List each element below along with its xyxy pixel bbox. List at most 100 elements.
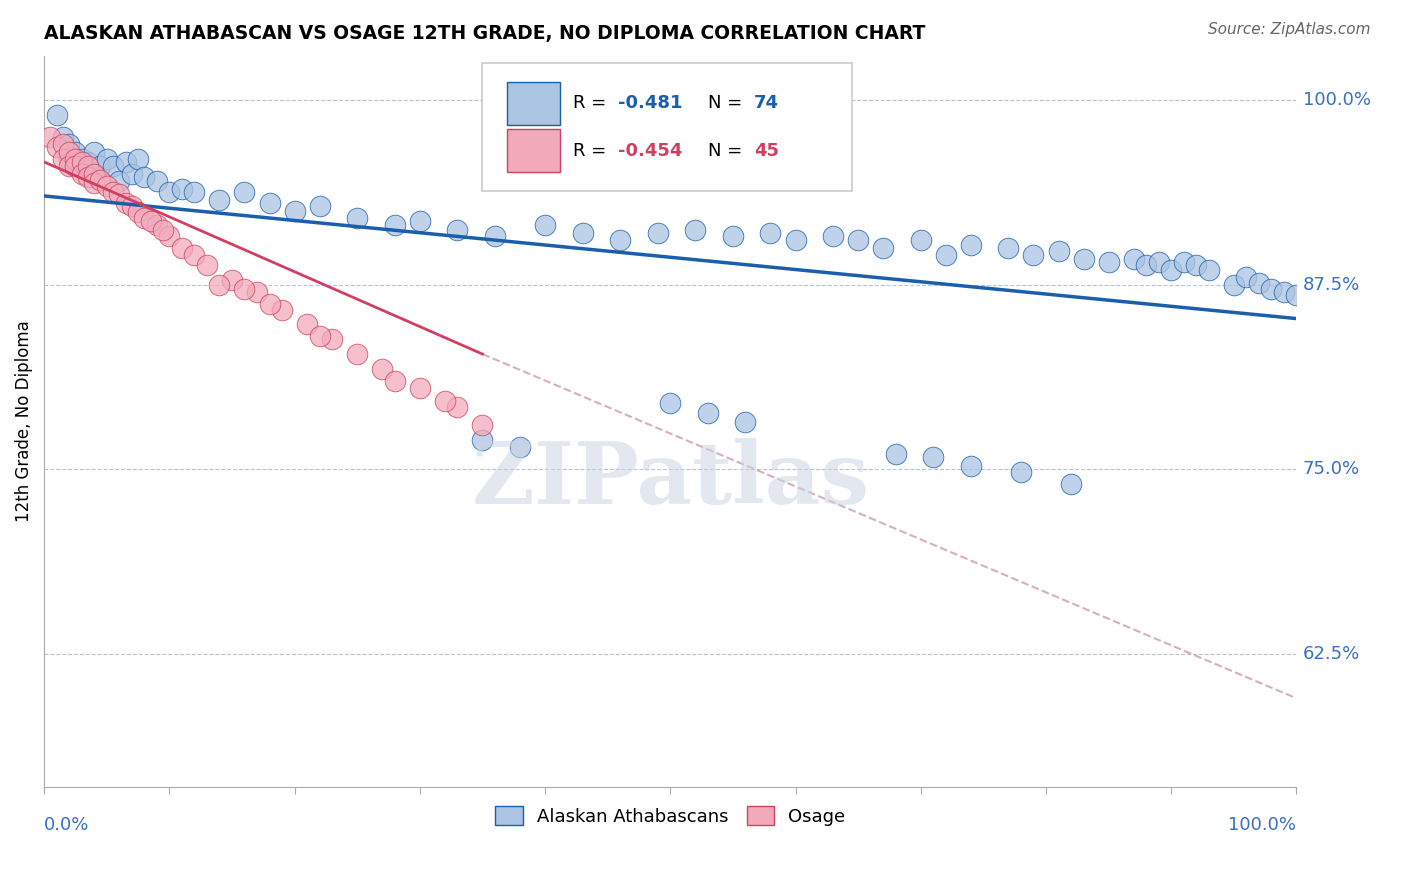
Text: -0.454: -0.454	[617, 142, 682, 160]
Point	[108, 174, 131, 188]
Point	[910, 233, 932, 247]
Point	[77, 155, 100, 169]
Point	[127, 152, 149, 166]
Point	[246, 285, 269, 299]
Point	[146, 219, 169, 233]
Point	[346, 347, 368, 361]
Point	[121, 199, 143, 213]
Point	[321, 332, 343, 346]
Point	[571, 226, 593, 240]
Point	[70, 167, 93, 181]
Point	[114, 196, 136, 211]
Point	[127, 205, 149, 219]
Text: 100.0%: 100.0%	[1303, 91, 1371, 109]
Point	[960, 237, 983, 252]
Text: R =: R =	[572, 142, 612, 160]
Point	[471, 417, 494, 432]
Point	[83, 167, 105, 181]
Point	[384, 219, 406, 233]
Point	[308, 329, 330, 343]
Point	[1147, 255, 1170, 269]
Point	[1010, 465, 1032, 479]
Point	[446, 223, 468, 237]
Point	[509, 440, 531, 454]
Point	[647, 226, 669, 240]
Point	[271, 302, 294, 317]
Point	[659, 396, 682, 410]
Point	[170, 241, 193, 255]
Point	[101, 185, 124, 199]
Point	[96, 152, 118, 166]
Point	[785, 233, 807, 247]
Point	[208, 194, 231, 208]
Text: Source: ZipAtlas.com: Source: ZipAtlas.com	[1208, 22, 1371, 37]
Point	[884, 448, 907, 462]
Point	[1122, 252, 1144, 267]
Point	[935, 248, 957, 262]
Point	[1198, 262, 1220, 277]
Point	[96, 178, 118, 193]
Point	[83, 176, 105, 190]
FancyBboxPatch shape	[482, 63, 852, 191]
Text: N =: N =	[707, 142, 748, 160]
Point	[1234, 270, 1257, 285]
Point	[52, 152, 75, 166]
Point	[823, 228, 845, 243]
Point	[1223, 277, 1246, 292]
Point	[58, 145, 80, 159]
Point	[114, 155, 136, 169]
Point	[1135, 259, 1157, 273]
Point	[1247, 276, 1270, 290]
Point	[846, 233, 869, 247]
Point	[433, 394, 456, 409]
Point	[45, 140, 67, 154]
Point	[534, 219, 557, 233]
Point	[39, 129, 62, 144]
Point	[221, 273, 243, 287]
Point	[259, 196, 281, 211]
Point	[70, 160, 93, 174]
Text: -0.481: -0.481	[617, 95, 682, 112]
Point	[1060, 477, 1083, 491]
Point	[1073, 252, 1095, 267]
Point	[157, 228, 180, 243]
Point	[121, 167, 143, 181]
Point	[83, 145, 105, 159]
Point	[108, 187, 131, 202]
Text: 74: 74	[754, 95, 779, 112]
Point	[101, 160, 124, 174]
Point	[721, 228, 744, 243]
Point	[170, 181, 193, 195]
Point	[1285, 288, 1308, 302]
Point	[371, 361, 394, 376]
Point	[259, 297, 281, 311]
Point	[1022, 248, 1045, 262]
Point	[233, 282, 256, 296]
Text: ALASKAN ATHABASCAN VS OSAGE 12TH GRADE, NO DIPLOMA CORRELATION CHART: ALASKAN ATHABASCAN VS OSAGE 12TH GRADE, …	[44, 24, 925, 43]
Point	[89, 172, 111, 186]
Point	[922, 450, 945, 465]
Point	[134, 169, 156, 184]
Point	[734, 415, 756, 429]
Point	[960, 459, 983, 474]
Point	[89, 160, 111, 174]
Point	[77, 160, 100, 174]
Point	[1185, 259, 1208, 273]
Point	[696, 406, 718, 420]
Point	[609, 233, 631, 247]
Point	[308, 199, 330, 213]
Point	[58, 152, 80, 166]
Point	[65, 160, 87, 174]
Point	[685, 223, 707, 237]
Point	[346, 211, 368, 226]
FancyBboxPatch shape	[508, 81, 560, 125]
Point	[58, 160, 80, 174]
Point	[1260, 282, 1282, 296]
Text: 0.0%: 0.0%	[44, 816, 90, 834]
Point	[52, 137, 75, 152]
Point	[77, 169, 100, 184]
Point	[284, 203, 307, 218]
Point	[134, 211, 156, 226]
Point	[208, 277, 231, 292]
Point	[484, 228, 506, 243]
